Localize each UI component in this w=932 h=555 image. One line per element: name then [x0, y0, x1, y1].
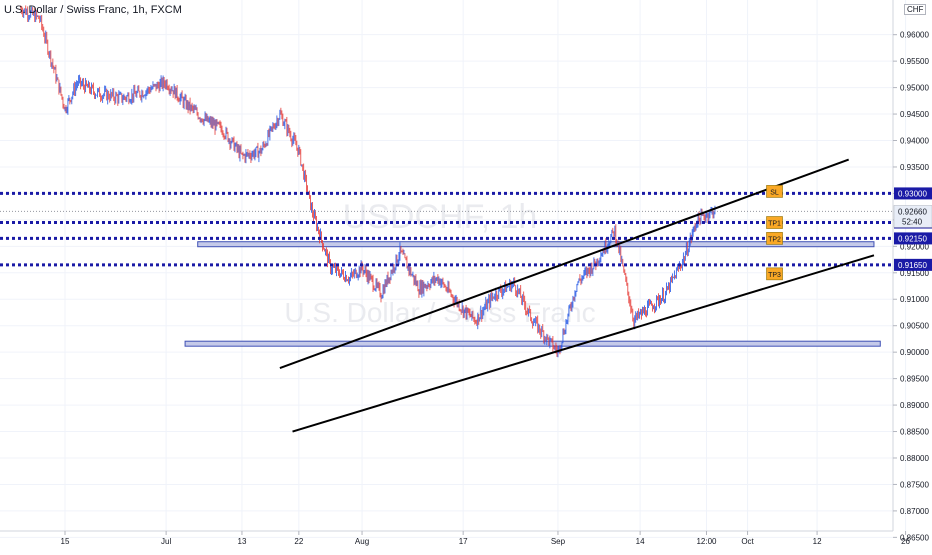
time-tick-label: 17 — [459, 537, 468, 546]
price-tick-label: 0.87500 — [900, 480, 929, 489]
tag-box-sl — [766, 185, 783, 198]
price-tick-label: 0.90500 — [900, 322, 929, 331]
price-badge-label-sl: 0.93000 — [898, 189, 927, 198]
price-tick-label: 0.90000 — [900, 348, 929, 357]
price-badge-sl — [894, 187, 932, 200]
price-badge-tp2 — [894, 232, 932, 245]
tag-label-tp1: TP1 — [768, 221, 781, 228]
watermark-name: U.S. Dollar / Swiss Franc — [284, 297, 595, 328]
time-tick-label: 13 — [238, 537, 247, 546]
current-price-label: 0.92660 — [898, 207, 927, 216]
price-tick-label: 0.87000 — [900, 507, 929, 516]
tag-label-tp2: TP2 — [768, 236, 781, 243]
price-tick-label: 0.95500 — [900, 57, 929, 66]
tag-box-tp2 — [766, 232, 783, 245]
watermark-ticker: USDCHF, 1h — [343, 198, 538, 236]
time-tick-label: Sep — [551, 537, 566, 546]
price-tick-label: 0.88000 — [900, 454, 929, 463]
time-tick-label: Oct — [741, 537, 754, 546]
symbol-title: U.S. Dollar / Swiss Franc, 1h, FXCM — [4, 4, 182, 16]
time-tick-label: 12 — [813, 537, 822, 546]
time-tick-label: 15 — [61, 537, 70, 546]
price-tick-label: 0.93500 — [900, 163, 929, 172]
price-tick-label: 0.91000 — [900, 295, 929, 304]
current-price-badge — [893, 205, 932, 228]
price-tick-label: 0.89000 — [900, 401, 929, 410]
currency-badge[interactable]: CHF — [904, 4, 927, 15]
levels — [0, 191, 893, 267]
time-tick-label: 14 — [636, 537, 645, 546]
zones — [184, 241, 881, 347]
support-zone — [184, 340, 881, 347]
time-tick-label: 26 — [901, 537, 910, 546]
tag-label-tp3: TP3 — [768, 272, 781, 279]
price-tick-label: 0.91500 — [900, 269, 929, 278]
tag-box-tp3 — [766, 267, 783, 281]
price-axis[interactable]: 0.96000 0.95500 0.95000 0.94500 0.94000 0.935… — [892, 0, 932, 542]
price-tick-label: 0.96000 — [900, 31, 929, 40]
price-tick-label: 0.94500 — [900, 110, 929, 119]
resistance-zone — [197, 241, 875, 248]
price-tick-label: 0.95000 — [900, 84, 929, 93]
candles — [20, 5, 716, 358]
time-tick-label: Jul — [161, 537, 171, 546]
trendlines[interactable] — [279, 158, 875, 433]
time-axis[interactable]: 15 Jul 13 22 Aug 17 Sep 14 12:00 Oct 12 26 — [0, 530, 911, 546]
price-tick-label: 0.94000 — [900, 137, 929, 146]
price-tick-label: 0.92000 — [900, 242, 929, 251]
price-badge-label-tp3: 0.91650 — [898, 261, 927, 270]
time-tick-label: 22 — [294, 537, 303, 546]
price-tick-label: 0.86500 — [900, 533, 929, 542]
countdown-label: 52:40 — [902, 217, 923, 226]
watermark: USDCHF, 1h U.S. Dollar / Swiss Franc — [284, 198, 595, 328]
tag-label-sl: SL — [770, 189, 779, 196]
price-badge-label-tp2: 0.92150 — [898, 234, 927, 243]
time-tick-label: Aug — [355, 537, 369, 546]
price-tick-label: 0.89500 — [900, 375, 929, 384]
price-badge-tp3 — [894, 258, 932, 271]
tag-box-tp1 — [766, 216, 783, 229]
upper-channel-line — [279, 158, 850, 369]
lower-channel-line — [292, 254, 875, 433]
time-tick-label: 12:00 — [696, 537, 717, 546]
level-tags: SL TP1 TP2 TP3 — [766, 185, 783, 281]
price-tick-label: 0.88500 — [900, 428, 929, 437]
